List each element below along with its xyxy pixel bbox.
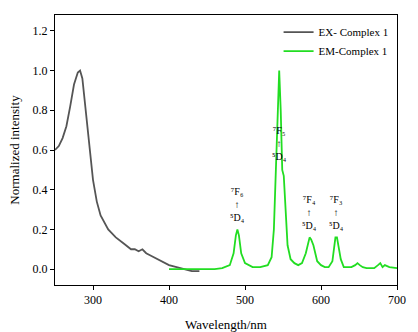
- svg-text:EM-Complex 1: EM-Complex 1: [319, 45, 388, 57]
- svg-text:⁷F₆↑⁵D₄: ⁷F₆↑⁵D₄: [230, 186, 245, 223]
- svg-text:0.6: 0.6: [33, 143, 48, 157]
- svg-text:500: 500: [236, 293, 254, 307]
- svg-text:700: 700: [388, 293, 406, 307]
- svg-text:⁷F₄↑⁵D₄: ⁷F₄↑⁵D₄: [302, 194, 317, 231]
- svg-text:0.2: 0.2: [33, 223, 48, 237]
- svg-text:Normalized intensity: Normalized intensity: [7, 95, 22, 205]
- svg-text:Wavelength/nm: Wavelength/nm: [185, 317, 267, 332]
- svg-text:1.2: 1.2: [33, 24, 48, 38]
- svg-text:EX- Complex 1: EX- Complex 1: [319, 26, 389, 38]
- svg-text:1.0: 1.0: [33, 64, 48, 78]
- svg-text:300: 300: [84, 293, 102, 307]
- svg-text:0.4: 0.4: [33, 183, 48, 197]
- svg-text:⁷F₅↑⁵D₄: ⁷F₅↑⁵D₄: [272, 125, 287, 162]
- svg-text:0.8: 0.8: [33, 103, 48, 117]
- svg-text:600: 600: [312, 293, 330, 307]
- svg-text:400: 400: [160, 293, 178, 307]
- svg-text:⁷F₃↑⁵D₄: ⁷F₃↑⁵D₄: [329, 194, 344, 231]
- svg-text:0.0: 0.0: [33, 262, 48, 276]
